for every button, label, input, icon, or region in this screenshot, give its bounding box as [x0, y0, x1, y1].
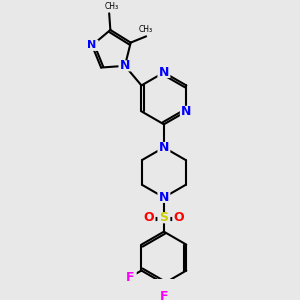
Text: N: N: [87, 40, 97, 50]
FancyBboxPatch shape: [172, 212, 185, 223]
FancyBboxPatch shape: [158, 212, 170, 223]
Text: N: N: [159, 66, 169, 79]
FancyBboxPatch shape: [85, 40, 98, 51]
Text: F: F: [160, 290, 168, 300]
FancyBboxPatch shape: [158, 142, 170, 153]
FancyBboxPatch shape: [158, 291, 170, 300]
Text: N: N: [159, 141, 169, 154]
Text: N: N: [181, 105, 191, 118]
Text: CH₃: CH₃: [105, 2, 119, 10]
Text: N: N: [159, 191, 169, 204]
Text: N: N: [120, 59, 130, 72]
FancyBboxPatch shape: [118, 60, 131, 71]
FancyBboxPatch shape: [124, 272, 137, 283]
Text: S: S: [159, 211, 168, 224]
FancyBboxPatch shape: [142, 212, 156, 223]
Text: CH₃: CH₃: [139, 25, 153, 34]
Text: O: O: [173, 211, 184, 224]
FancyBboxPatch shape: [180, 106, 193, 117]
FancyBboxPatch shape: [158, 192, 170, 203]
Text: O: O: [144, 211, 154, 224]
Text: F: F: [126, 271, 134, 284]
FancyBboxPatch shape: [158, 67, 170, 78]
